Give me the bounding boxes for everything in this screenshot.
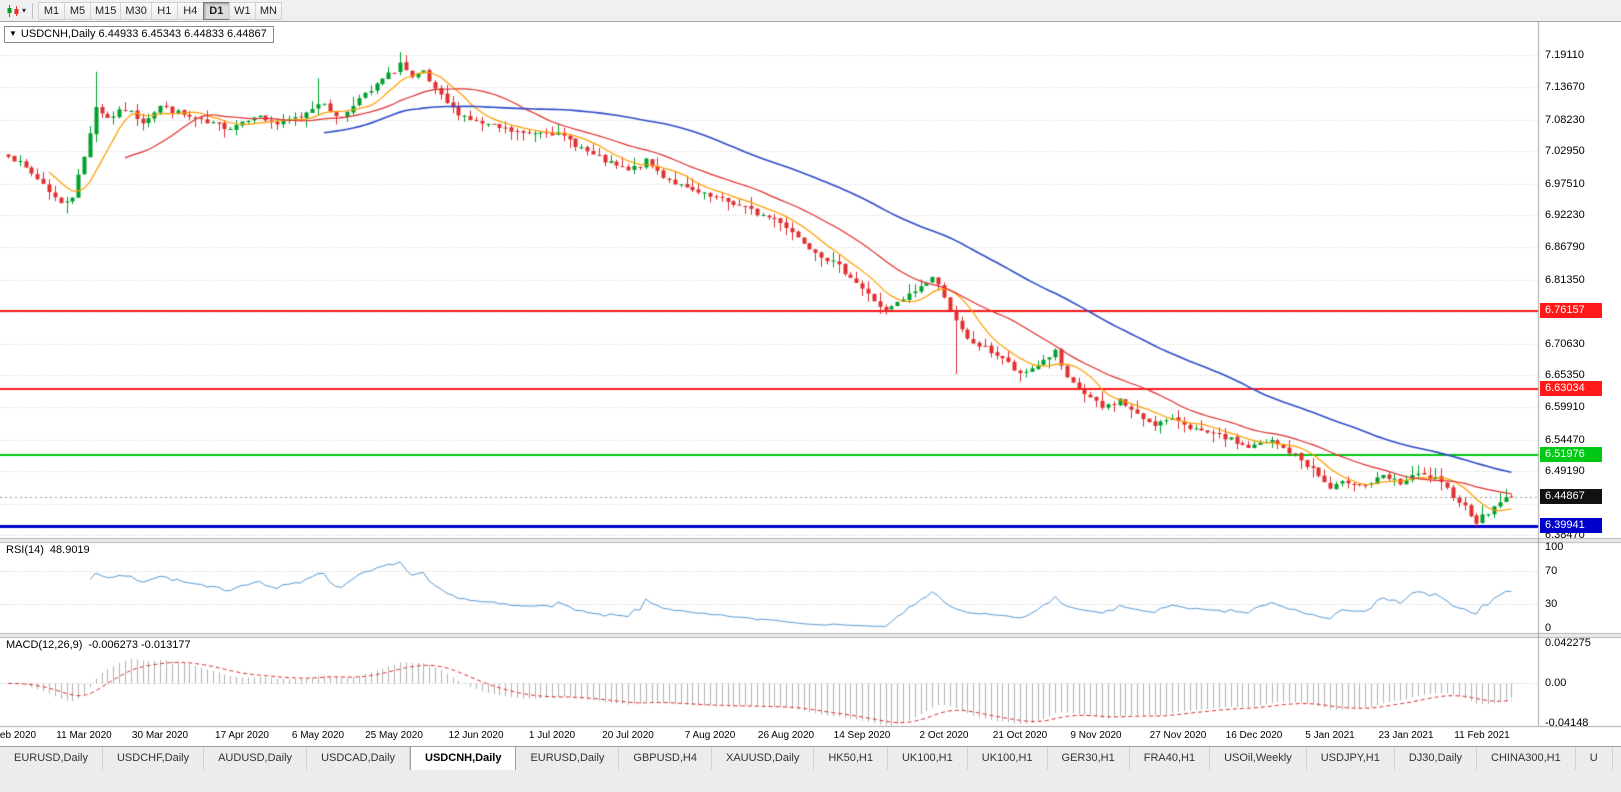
chart-tab-14-usdjpy-h1[interactable]: USDJPY,H1 [1307, 747, 1395, 770]
timeframe-button-m5[interactable]: M5 [64, 1, 92, 20]
date-axis-label: 6 May 2020 [291, 730, 345, 741]
chart-tab-15-dj30-daily[interactable]: DJ30,Daily [1395, 747, 1478, 770]
timeframe-button-h4[interactable]: H4 [176, 1, 204, 20]
date-axis-label: 14 Sep 2020 [833, 730, 891, 741]
date-axis-label: 17 Apr 2020 [215, 730, 269, 741]
price-line-badge: 6.63034 [1540, 381, 1602, 396]
price-axis-tick: 6.70630 [1545, 338, 1585, 350]
chart-overlays: ▼ USDCNH,Daily 6.44933 6.45343 6.44833 6.… [0, 22, 1621, 746]
date-axis-label: 23 Jan 2021 [1378, 730, 1434, 741]
date-axis-label: 25 May 2020 [365, 730, 423, 741]
toolbar-separator [32, 2, 34, 19]
chart-tab-13-usoil-weekly[interactable]: USOil,Weekly [1210, 747, 1307, 770]
timeframe-buttons: M1 M5 M15 M30 H1 H4 D1 W1 MN [38, 0, 282, 22]
dropdown-caret-icon[interactable]: ▾ [22, 6, 27, 15]
price-line-badge: 6.39941 [1540, 518, 1602, 533]
chart-ohlc-values: 6.44933 6.45343 6.44833 6.44867 [98, 28, 267, 40]
rsi-axis-tick: 30 [1545, 598, 1558, 610]
timeframe-button-h1[interactable]: H1 [150, 1, 178, 20]
chart-tab-4-usdcnh-daily[interactable]: USDCNH,Daily [410, 747, 517, 770]
chart-tab-11-ger30-h1[interactable]: GER30,H1 [1048, 747, 1130, 770]
date-axis-label: 30 Mar 2020 [131, 730, 189, 741]
macd-axis-tick: -0.04148 [1545, 717, 1589, 729]
timeframe-button-m15[interactable]: M15 [90, 1, 122, 20]
price-axis-tick: 6.97510 [1545, 178, 1585, 190]
top-toolbar: ▾ M1 M5 M15 M30 H1 H4 D1 W1 MN [0, 0, 1621, 22]
price-axis-tick: 6.54470 [1545, 434, 1585, 446]
candlestick-chart-icon[interactable] [5, 3, 21, 18]
macd-name: MACD(12,26,9) [6, 639, 83, 651]
chart-canvas[interactable] [0, 22, 1621, 746]
price-line-badge: 6.51976 [1540, 447, 1602, 462]
chart-symbol-period: USDCNH,Daily [20, 28, 96, 40]
date-axis-label: 11 Mar 2020 [56, 730, 112, 741]
price-axis-tick: 6.59910 [1545, 401, 1585, 413]
price-axis-tick: 7.19110 [1545, 49, 1584, 61]
timeframe-button-w1[interactable]: W1 [228, 1, 256, 20]
price-axis-tick: 7.08230 [1545, 114, 1585, 126]
chart-tab-9-uk100-h1[interactable]: UK100,H1 [888, 747, 968, 770]
macd-axis-tick: 0.042275 [1545, 637, 1591, 649]
date-axis-label: 20 Jul 2020 [602, 730, 654, 741]
chart-tab-17-u[interactable]: U [1576, 747, 1613, 770]
date-axis-label: 11 Feb 2021 [1454, 730, 1510, 741]
date-axis-label: 26 Aug 2020 [757, 730, 815, 741]
date-axis-label: 5 Jan 2021 [1305, 730, 1355, 741]
price-axis-tick: 7.13670 [1545, 81, 1585, 93]
macd-indicator-label: MACD(12,26,9) -0.006273 -0.013177 [6, 639, 191, 651]
current-price-badge: 6.44867 [1540, 489, 1602, 504]
rsi-name: RSI(14) [6, 544, 44, 556]
chart-tab-2-audusd-daily[interactable]: AUDUSD,Daily [204, 747, 308, 770]
chart-tab-5-eurusd-daily[interactable]: EURUSD,Daily [516, 747, 620, 770]
collapse-arrow-icon[interactable]: ▼ [9, 29, 17, 38]
macd-axis-tick: 0.00 [1545, 677, 1567, 689]
rsi-indicator-label: RSI(14) 48.9019 [6, 544, 90, 556]
chart-tab-6-gbpusd-h4[interactable]: GBPUSD,H4 [619, 747, 712, 770]
macd-value: -0.006273 -0.013177 [88, 639, 191, 651]
chart-tab-12-fra40-h1[interactable]: FRA40,H1 [1130, 747, 1211, 770]
date-axis-label: 2 Oct 2020 [919, 730, 969, 741]
chart-title-box[interactable]: ▼ USDCNH,Daily 6.44933 6.45343 6.44833 6.… [4, 26, 274, 43]
date-axis-label: 27 Nov 2020 [1149, 730, 1207, 741]
price-axis-tick: 6.81350 [1545, 274, 1585, 286]
chart-tab-3-usdcad-daily[interactable]: USDCAD,Daily [307, 747, 411, 770]
price-axis-tick: 6.49190 [1545, 465, 1585, 477]
timeframe-button-d1[interactable]: D1 [202, 1, 230, 20]
price-axis-tick: 6.65350 [1545, 369, 1585, 381]
price-line-badge: 6.76157 [1540, 303, 1602, 318]
chart-tab-8-hk50-h1[interactable]: HK50,H1 [814, 747, 888, 770]
chart-tab-0-eurusd-daily[interactable]: EURUSD,Daily [0, 747, 103, 770]
chart-tab-1-usdchf-daily[interactable]: USDCHF,Daily [103, 747, 205, 770]
date-axis-label: 1 Jul 2020 [528, 730, 576, 741]
rsi-axis-tick: 70 [1545, 565, 1558, 577]
chart-window: ▼ USDCNH,Daily 6.44933 6.45343 6.44833 6.… [0, 22, 1621, 746]
timeframe-button-m30[interactable]: M30 [120, 1, 152, 20]
date-axis-label: 9 Nov 2020 [1070, 730, 1122, 741]
date-axis-label: 21 Feb 2020 [0, 730, 37, 741]
chart-tab-7-xauusd-daily[interactable]: XAUUSD,Daily [712, 747, 815, 770]
rsi-axis-tick: 0 [1545, 622, 1552, 634]
chart-tabs: EURUSD,Daily USDCHF,Daily AUDUSD,Daily USDC… [0, 746, 1621, 770]
chart-tab-16-china300-h1[interactable]: CHINA300,H1 [1477, 747, 1576, 770]
rsi-value: 48.9019 [49, 544, 90, 556]
timeframe-button-m1[interactable]: M1 [38, 1, 66, 20]
status-strip [0, 770, 1621, 792]
price-axis-tick: 6.86790 [1545, 241, 1585, 253]
timeframe-button-mn[interactable]: MN [254, 1, 282, 20]
date-axis-label: 12 Jun 2020 [448, 730, 504, 741]
price-axis-tick: 6.92230 [1545, 209, 1585, 221]
price-axis-tick: 7.02950 [1545, 145, 1585, 157]
chart-tab-10-uk100-h1[interactable]: UK100,H1 [968, 747, 1048, 770]
date-axis-label: 21 Oct 2020 [992, 730, 1048, 741]
date-axis-label: 7 Aug 2020 [684, 730, 736, 741]
rsi-axis-tick: 100 [1545, 541, 1564, 553]
date-axis-label: 16 Dec 2020 [1225, 730, 1283, 741]
